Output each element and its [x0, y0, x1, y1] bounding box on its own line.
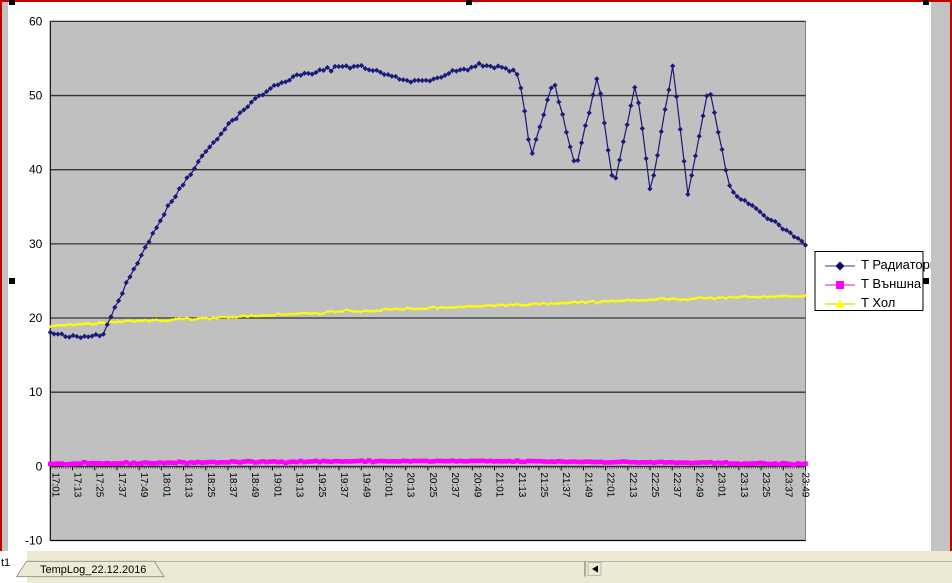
svg-text:t1: t1	[1, 557, 10, 569]
svg-text:TempLog_22.12.2016: TempLog_22.12.2016	[40, 564, 146, 576]
